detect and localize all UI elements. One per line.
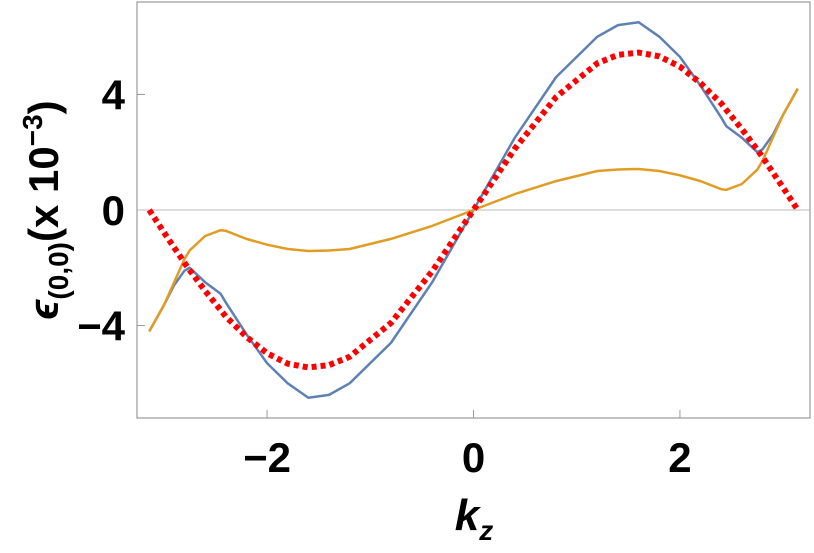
- y-tick-label: 4: [102, 71, 126, 118]
- y-axis-label: ϵ(0,0)(x 10−3): [17, 100, 74, 319]
- x-label-main: k: [455, 491, 482, 540]
- x-tick-label: −2: [243, 434, 291, 481]
- x-tick-label: 2: [668, 434, 691, 481]
- y-tick-label: −4: [77, 303, 126, 350]
- y-label-sup: −3: [17, 114, 48, 146]
- y-label-unit: (x 10: [20, 146, 67, 242]
- y-label-close: ): [20, 100, 67, 114]
- x-axis-label: kz: [455, 491, 493, 546]
- x-tick-label: 0: [462, 434, 485, 481]
- y-tick-label: 0: [102, 187, 125, 234]
- y-label-main: ϵ: [20, 299, 67, 320]
- y-label-sub: (0,0): [43, 242, 74, 300]
- x-label-sub: z: [478, 515, 493, 546]
- series-line: [148, 88, 799, 332]
